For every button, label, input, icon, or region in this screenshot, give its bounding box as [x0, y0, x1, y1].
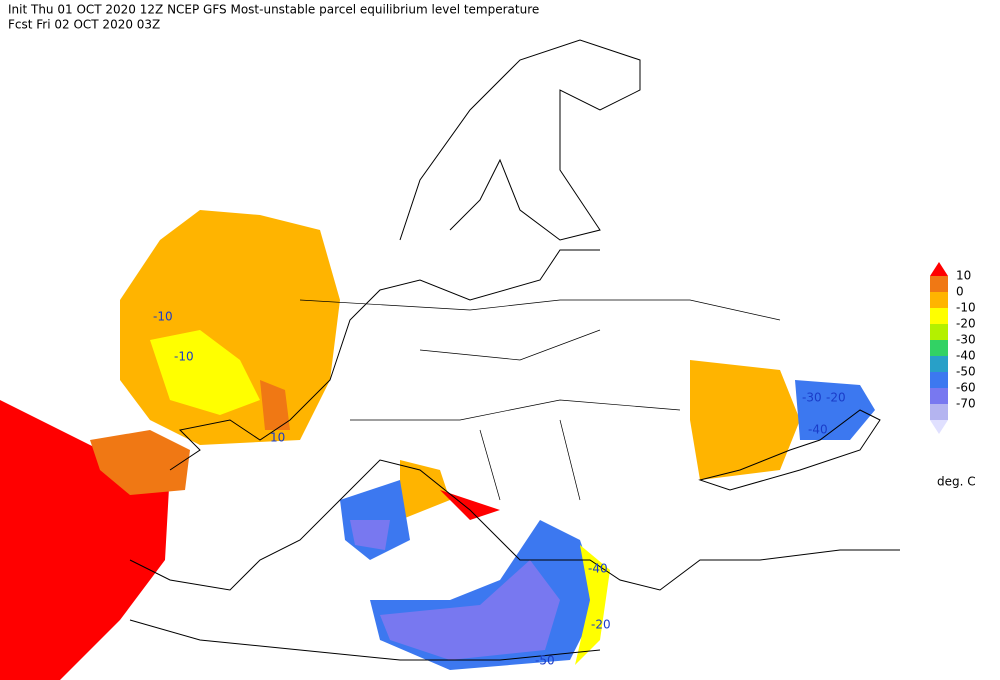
legend-label: -70 — [956, 397, 976, 411]
legend-unit: deg. C — [937, 475, 976, 489]
legend-swatch — [930, 372, 948, 388]
contour-label: -20 — [591, 618, 611, 632]
legend-swatch — [930, 404, 948, 420]
legend-label: -30 — [956, 333, 976, 347]
legend: 10 0 -10 -20 -30 -40 -50 -60 -70 — [930, 262, 976, 434]
legend-swatch — [930, 276, 948, 292]
legend-swatch — [930, 356, 948, 372]
legend-label: -20 — [956, 317, 976, 331]
contour-label: -30 — [802, 391, 822, 405]
legend-swatch — [930, 324, 948, 340]
contour-label: -40 — [588, 562, 608, 576]
contour-label: -40 — [808, 423, 828, 437]
legend-swatch — [930, 308, 948, 324]
contour-label: -20 — [826, 391, 846, 405]
legend-arrow — [930, 262, 948, 276]
shaded-fields — [0, 210, 875, 680]
title-line: Init Thu 01 OCT 2020 12Z NCEP GFS Most-u… — [8, 3, 539, 17]
coastlines — [129, 39, 900, 661]
legend-label: 0 — [956, 285, 964, 299]
legend-label: -10 — [956, 301, 976, 315]
legend-swatch — [930, 340, 948, 356]
contour-labels: -10 -10 10 -30 -20 -40 -40 -20 -50 — [153, 310, 846, 668]
legend-swatch — [930, 388, 948, 404]
contour-label: -10 — [174, 350, 194, 364]
legend-label: -50 — [956, 365, 976, 379]
legend-arrow — [930, 420, 948, 434]
legend-label: -60 — [956, 381, 976, 395]
legend-label: -40 — [956, 349, 976, 363]
contour-label: -50 — [535, 654, 555, 668]
legend-label: 10 — [956, 269, 971, 283]
contour-label: -10 — [153, 310, 173, 324]
legend-swatch — [930, 292, 948, 308]
contour-label: 10 — [270, 431, 285, 445]
forecast-line: Fcst Fri 02 OCT 2020 03Z — [8, 18, 160, 32]
